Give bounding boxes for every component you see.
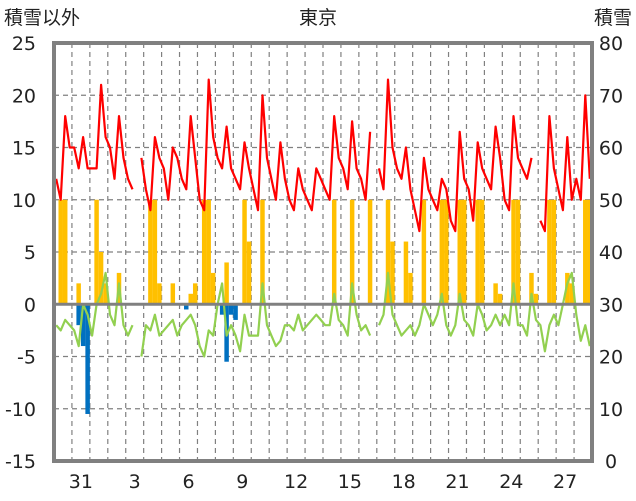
left-tick-label: 10 [12, 190, 36, 212]
plot-frame [52, 41, 594, 463]
blue-bar [76, 304, 81, 326]
red-series-line [55, 78, 591, 233]
yellow-bar [76, 283, 81, 305]
yellow-bar [390, 241, 395, 305]
x-tick-label: 3 [129, 471, 141, 493]
yellow-bar [148, 199, 153, 305]
yellow-bar [98, 252, 104, 305]
chart-title: 東京 [299, 7, 337, 29]
left-tick-label: 5 [24, 242, 36, 264]
blue-bar [184, 304, 189, 310]
yellow-bar [408, 272, 413, 305]
x-tick-label: 6 [182, 471, 194, 493]
yellow-bar [583, 199, 588, 305]
left-axis-ticks: 25 20 15 10 5 0 -5 -10 -15 [5, 33, 36, 473]
right-tick-label: 20 [599, 347, 623, 369]
left-tick-label: 0 [24, 294, 36, 316]
x-tick-label: 31 [69, 471, 93, 493]
yellow-bar [58, 199, 63, 305]
yellow-bar [457, 199, 462, 305]
yellow-bar [62, 199, 68, 305]
left-tick-label: -10 [5, 399, 36, 421]
right-tick-label: 80 [599, 33, 623, 55]
x-tick-label: 15 [338, 471, 362, 493]
yellow-bar [210, 272, 216, 305]
left-tick-label: -15 [5, 451, 36, 473]
right-tick-label: 40 [599, 242, 623, 264]
yellow-bar [152, 199, 158, 305]
yellow-bar [444, 199, 449, 305]
yellow-bar [192, 283, 198, 305]
yellow-bar [475, 199, 480, 305]
x-tick-label: 9 [236, 471, 248, 493]
x-tick-label: 27 [553, 471, 577, 493]
left-tick-label: 25 [12, 33, 36, 55]
yellow-bar [224, 262, 229, 305]
blue-bar [85, 304, 90, 414]
yellow-bar [403, 241, 409, 305]
yellow-bar [103, 283, 108, 305]
right-tick-label: 60 [599, 138, 623, 160]
yellow-bar [497, 293, 503, 305]
x-tick-label: 18 [392, 471, 416, 493]
yellow-bar [246, 241, 252, 305]
x-tick-label: 21 [445, 471, 469, 493]
yellow-bar [260, 199, 265, 305]
x-tick-label: 24 [499, 471, 523, 493]
yellow-bar [479, 199, 485, 305]
yellow-bar [385, 199, 391, 305]
yellow-bar [331, 199, 337, 305]
yellow-bar [461, 199, 467, 305]
right-tick-label: 30 [599, 294, 623, 316]
left-tick-label: 20 [12, 85, 36, 107]
right-tick-label: 0 [605, 451, 617, 473]
blue-bar [219, 304, 225, 315]
blue-bar [233, 304, 238, 320]
left-tick-label: -5 [17, 347, 36, 369]
yellow-bar [157, 283, 162, 305]
left-tick-label: 15 [12, 138, 36, 160]
yellow-bar [188, 293, 193, 305]
bars [58, 199, 592, 414]
left-axis-title: 積雪以外 [4, 7, 80, 29]
yellow-bar [569, 283, 575, 305]
x-tick-label: 12 [284, 471, 308, 493]
lines [55, 78, 591, 358]
yellow-bar [511, 199, 516, 305]
yellow-bar [349, 199, 355, 305]
right-tick-label: 50 [599, 190, 623, 212]
right-axis-ticks: 80 70 60 50 40 30 20 10 0 [599, 33, 623, 473]
yellow-bar [529, 272, 534, 305]
yellow-bar [206, 199, 211, 305]
yellow-bar [94, 199, 99, 305]
yellow-bar [201, 199, 207, 305]
yellow-bar [565, 272, 570, 305]
blue-bar [80, 304, 86, 347]
yellow-bar [587, 199, 592, 305]
blue-bar [228, 304, 234, 315]
yellow-bar [421, 199, 427, 305]
yellow-bar [439, 199, 445, 305]
yellow-bar [493, 283, 498, 305]
right-tick-label: 10 [599, 399, 623, 421]
yellow-bar [242, 199, 247, 305]
x-axis-ticks: 31 3 6 9 12 15 18 21 24 27 [69, 471, 577, 493]
yellow-bar [170, 283, 176, 305]
yellow-bar [533, 293, 539, 305]
right-tick-label: 70 [599, 85, 623, 107]
yellow-bar [547, 199, 552, 305]
yellow-bar [367, 199, 373, 305]
yellow-bar [551, 199, 557, 305]
green-series-line [55, 271, 591, 358]
yellow-bar [515, 199, 521, 305]
right-axis-title: 積雪 [594, 7, 632, 29]
